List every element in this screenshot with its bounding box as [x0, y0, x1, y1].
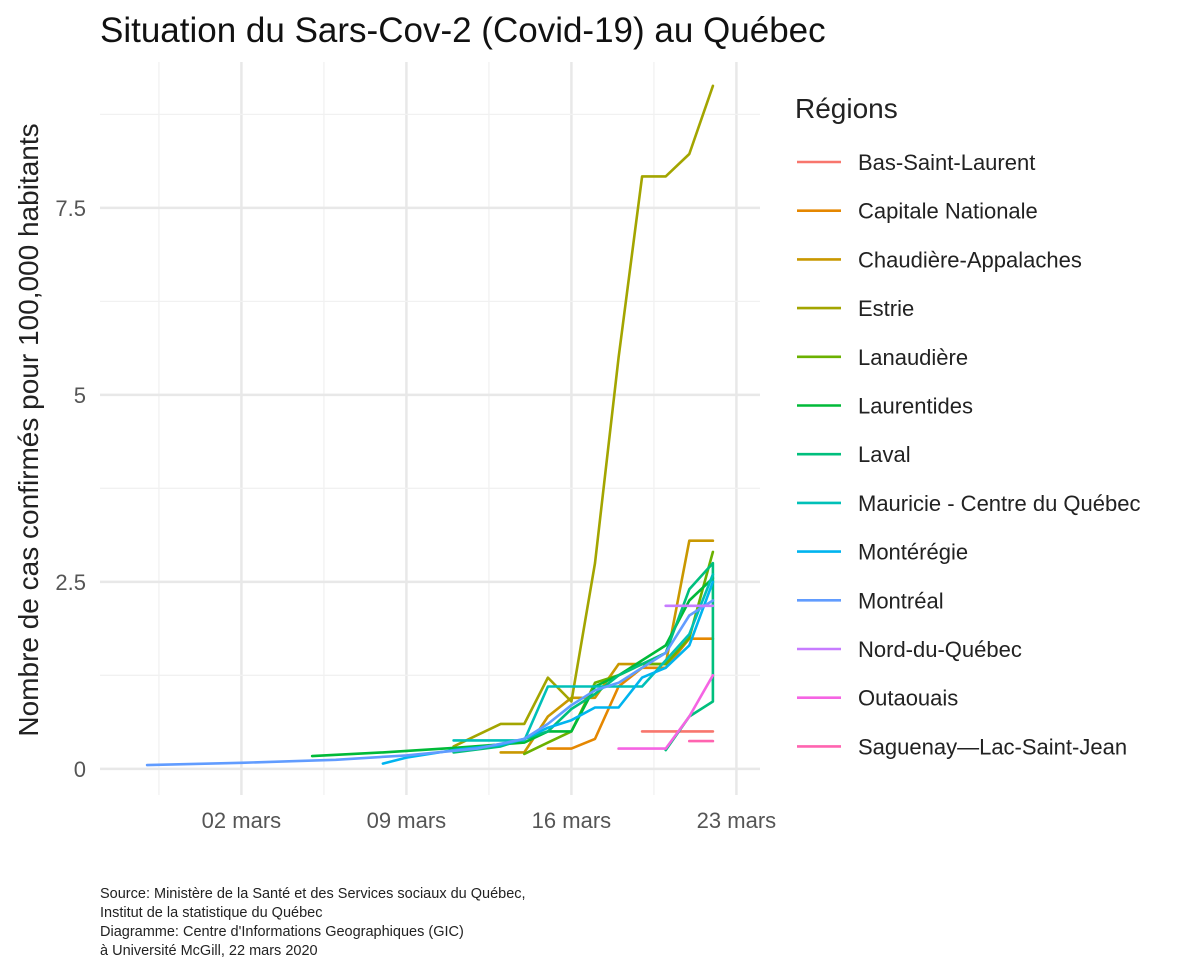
- legend-item-montreal: Montréal: [797, 588, 944, 613]
- caption-line-3: Diagramme: Centre d'Informations Geograp…: [100, 924, 464, 940]
- source-caption: Source: Ministère de la Santé et des Ser…: [100, 886, 526, 959]
- legend: Régions Bas-Saint-Laurent Capitale Nation…: [795, 93, 1140, 759]
- legend-item-laval: Laval: [797, 442, 911, 467]
- legend-label: Montréal: [858, 588, 944, 613]
- legend-item-laurentides: Laurentides: [797, 394, 973, 419]
- series-lines: [145, 84, 715, 767]
- legend-label: Chaudière-Appalaches: [858, 247, 1082, 272]
- legend-item-chaudiere-appalaches: Chaudière-Appalaches: [797, 247, 1082, 272]
- legend-label: Lanaudière: [858, 345, 968, 370]
- x-tick-label: 02 mars: [202, 808, 281, 833]
- legend-item-monteregie: Montérégie: [797, 540, 968, 565]
- legend-item-mauricie-centre-du-quebec: Mauricie - Centre du Québec: [797, 491, 1140, 516]
- legend-label: Capitale Nationale: [858, 199, 1038, 224]
- chart-title: Situation du Sars-Cov-2 (Covid-19) au Qu…: [100, 11, 826, 50]
- gridlines: [100, 62, 760, 795]
- x-tick-label: 09 mars: [367, 808, 446, 833]
- caption-line-4: à Université McGill, 22 mars 2020: [100, 943, 318, 959]
- series-line-montreal: [145, 599, 715, 767]
- legend-item-capitale-nationale: Capitale Nationale: [797, 199, 1038, 224]
- y-tick-label: 7.5: [55, 196, 86, 221]
- legend-item-nord-du-quebec: Nord-du-Québec: [797, 637, 1022, 662]
- legend-label: Nord-du-Québec: [858, 637, 1022, 662]
- series-line-estrie: [452, 84, 715, 748]
- series-line-monteregie: [381, 580, 715, 765]
- y-tick-label: 2.5: [55, 570, 86, 595]
- x-tick-label: 23 mars: [697, 808, 776, 833]
- axis-ticks: 02 mars 09 mars 16 mars 23 mars 0 2.5 5 7.5: [55, 196, 776, 833]
- legend-label: Outaouais: [858, 686, 958, 711]
- legend-label: Mauricie - Centre du Québec: [858, 491, 1140, 516]
- caption-line-1: Source: Ministère de la Santé et des Ser…: [100, 886, 526, 902]
- series-line-mauricie-centre-du-quebec: [452, 573, 715, 742]
- legend-item-saguenay-lac-saint-jean: Saguenay—Lac-Saint-Jean: [797, 734, 1127, 759]
- y-tick-label: 5: [74, 383, 86, 408]
- legend-label: Montérégie: [858, 540, 968, 565]
- legend-item-outaouais: Outaouais: [797, 686, 958, 711]
- legend-label: Bas-Saint-Laurent: [858, 150, 1035, 175]
- legend-item-estrie: Estrie: [797, 296, 914, 321]
- legend-label: Estrie: [858, 296, 914, 321]
- legend-title: Régions: [795, 93, 898, 124]
- y-tick-label: 0: [74, 757, 86, 782]
- series-line-laurentides: [310, 576, 715, 758]
- series-line-laval: [452, 561, 715, 754]
- legend-label: Saguenay—Lac-Saint-Jean: [858, 734, 1127, 759]
- legend-item-bas-saint-laurent: Bas-Saint-Laurent: [797, 150, 1035, 175]
- legend-label: Laval: [858, 442, 911, 467]
- legend-label: Laurentides: [858, 394, 973, 419]
- x-tick-label: 16 mars: [532, 808, 611, 833]
- caption-line-2: Institut de la statistique du Québec: [100, 905, 322, 921]
- y-axis-label: Nombre de cas confirmés pour 100,000 hab…: [13, 123, 44, 736]
- legend-item-lanaudiere: Lanaudière: [797, 345, 968, 370]
- series-line-outaouais: [617, 673, 715, 750]
